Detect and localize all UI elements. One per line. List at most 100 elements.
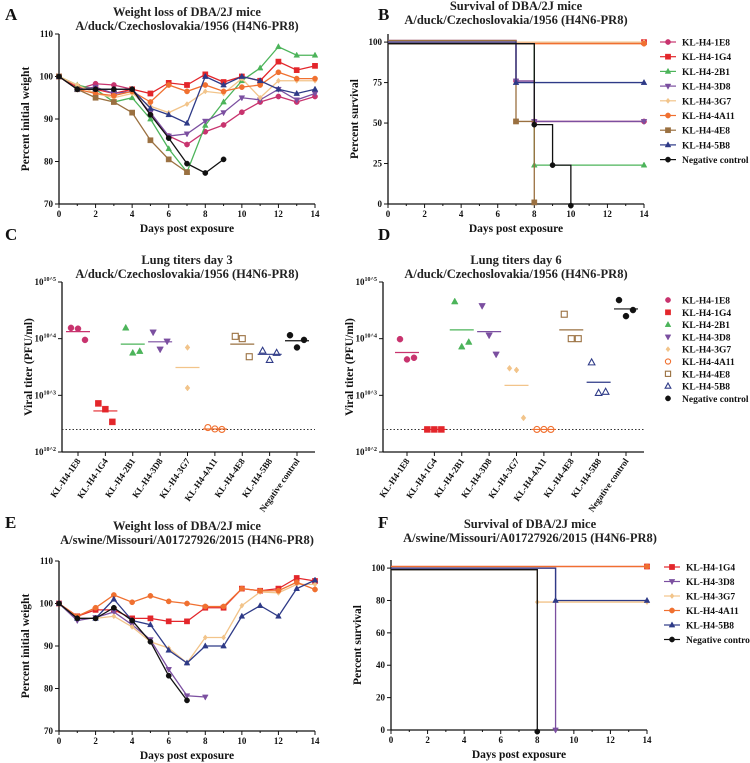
data-point: [183, 693, 191, 700]
y-axis-label: Percent survival: [349, 79, 361, 159]
data-point: [312, 586, 318, 593]
data-point: [110, 595, 118, 602]
y-tick-label: 100: [372, 563, 386, 573]
group-kl-h4-3g7: [175, 344, 200, 392]
data-point: [111, 604, 117, 611]
data-point: [275, 93, 282, 100]
x-tick-label: 6: [166, 209, 171, 219]
legend-label: Negative control: [682, 395, 749, 405]
y-tick-label: 1010^4: [35, 334, 57, 344]
data-point: [147, 90, 154, 97]
series-kl-h4-5b8: [391, 567, 651, 603]
x-axis-label: Days post exposure: [472, 749, 566, 761]
x-tick-label: 14: [311, 209, 321, 219]
legend-marker: [664, 141, 672, 148]
group-negative-control: [614, 296, 638, 320]
data-point: [165, 135, 172, 141]
data-point: [165, 145, 172, 152]
chart-title: A/duck/Czechoslovakia/1956 (H4N6-PR8): [75, 19, 298, 33]
data-point: [202, 170, 209, 176]
data-point: [92, 604, 99, 611]
series-line: [58, 45, 315, 174]
data-point: [312, 63, 318, 69]
legend-marker: [669, 607, 675, 614]
legend-label: KL-H4-2B1: [682, 321, 730, 331]
legend-marker: [668, 579, 676, 586]
group-negative-control: [285, 331, 309, 351]
data-point: [220, 122, 227, 128]
survival-step-line: [391, 567, 557, 730]
data-point: [211, 425, 219, 433]
series-kl-h4-5b8: [388, 41, 648, 85]
data-point: [184, 169, 190, 175]
y-tick-label: 0: [378, 199, 383, 209]
legend-label: KL-H4-3G7: [686, 593, 735, 603]
data-point: [220, 110, 227, 117]
group-kl-h4-4e8: [559, 310, 584, 343]
legend-label: KL-H4-4A11: [682, 112, 735, 122]
data-point: [165, 667, 172, 674]
step-marker: [549, 162, 556, 168]
data-point: [239, 602, 245, 609]
data-point: [286, 331, 294, 339]
panel-D: D Lung titers day 6A/duck/Czechoslovakia/…: [344, 225, 749, 514]
legend-label: KL-H4-1G4: [682, 53, 731, 63]
step-marker: [644, 563, 650, 570]
legend-item: KL-H4-4A11: [664, 607, 739, 617]
data-point: [275, 612, 282, 619]
data-point: [147, 115, 154, 122]
survival-step-line: [388, 39, 535, 203]
data-point: [95, 400, 102, 407]
y-tick-label: 1010^3: [35, 390, 57, 400]
y-tick-label: 1010^2: [35, 447, 57, 457]
data-point: [202, 603, 209, 610]
data-point: [458, 342, 466, 350]
legend-marker: [664, 370, 672, 377]
step-marker: [534, 728, 541, 735]
data-point: [615, 296, 623, 304]
y-tick-label: 90: [44, 641, 54, 651]
data-point: [122, 323, 130, 331]
data-point: [92, 615, 99, 622]
data-point: [239, 585, 245, 592]
y-tick-label: 100: [40, 599, 54, 609]
legend-label: KL-H4-1G4: [686, 564, 735, 574]
x-tick-label: 2: [93, 209, 98, 219]
y-tick-label: 1010^3: [356, 390, 378, 400]
data-point: [293, 579, 300, 586]
x-tick-label: 12: [603, 209, 613, 219]
data-point: [183, 119, 191, 126]
data-point: [184, 82, 190, 88]
data-point: [622, 312, 630, 320]
data-point: [202, 88, 208, 95]
data-point: [513, 366, 520, 374]
step-marker: [641, 40, 647, 47]
data-point: [56, 600, 62, 607]
step-marker: [643, 596, 651, 603]
data-point: [231, 332, 239, 340]
data-point: [220, 642, 227, 649]
y-tick-label: 70: [44, 726, 54, 736]
data-point: [102, 405, 109, 413]
data-point: [275, 58, 282, 65]
x-tick-label: 6: [495, 209, 500, 219]
group-kl-h4-1e8: [395, 335, 419, 363]
x-tick-label: 8: [203, 736, 208, 746]
data-point: [396, 335, 404, 343]
legend-item: KL-H4-3G7: [664, 593, 735, 603]
legend-label: KL-H4-3D8: [686, 578, 735, 588]
data-point: [239, 84, 245, 90]
data-point: [147, 615, 154, 622]
data-point: [451, 297, 459, 305]
data-point: [147, 99, 154, 105]
data-point: [111, 99, 117, 105]
data-point: [129, 617, 135, 624]
x-tick-label: 10: [566, 209, 576, 219]
data-point: [258, 346, 267, 354]
data-point: [560, 310, 568, 318]
legend-item: KL-H4-1G4: [660, 53, 731, 63]
step-marker: [640, 161, 648, 168]
data-point: [257, 82, 263, 88]
legend-item: KL-H4-3G7: [660, 97, 731, 107]
survival-step-line: [391, 569, 647, 603]
